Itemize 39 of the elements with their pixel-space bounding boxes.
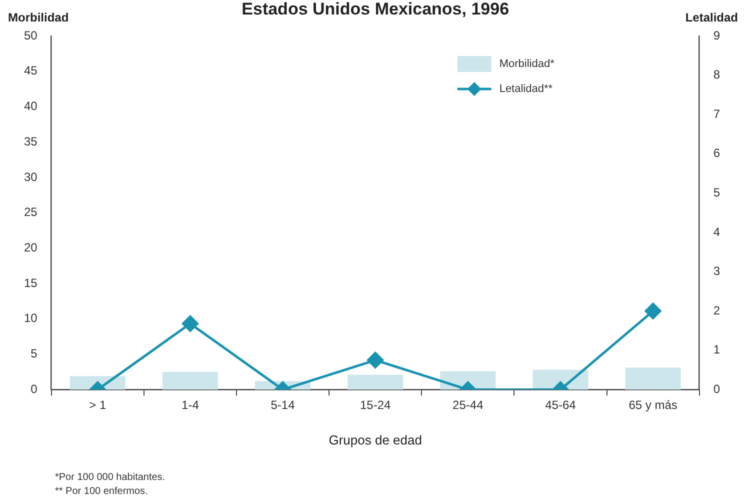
bar xyxy=(162,372,218,390)
x-tick-label: 45-64 xyxy=(545,398,576,412)
x-tick-label: 65 y más xyxy=(628,398,678,412)
y2-tick-label: 3 xyxy=(713,264,720,278)
y2-tick-label: 5 xyxy=(713,185,720,200)
bar xyxy=(625,368,681,390)
x-tick-label: 25-44 xyxy=(452,398,484,412)
chart-title: Estados Unidos Mexicanos, 1996 xyxy=(242,0,510,19)
bar xyxy=(348,374,404,390)
y-tick-label: 35 xyxy=(24,134,38,148)
y-tick-label: 20 xyxy=(24,240,38,254)
y2-tick-label: 4 xyxy=(713,224,720,239)
y-tick-label: 5 xyxy=(30,346,38,361)
y2-tick-label: 9 xyxy=(713,28,720,42)
y-tick-label: 30 xyxy=(24,170,38,184)
y-tick-label: 25 xyxy=(24,205,38,220)
y-tick-label: 45 xyxy=(24,64,38,78)
y2-tick-label: 8 xyxy=(713,68,720,82)
y-tick-label: 10 xyxy=(24,311,38,326)
y-tick-label: 40 xyxy=(24,99,38,114)
legend-label: Letalidad** xyxy=(499,83,554,96)
x-axis-title: Grupos de edad xyxy=(328,432,422,448)
y2-tick-label: 6 xyxy=(713,146,720,160)
y-tick-label: 0 xyxy=(30,382,38,396)
legend-label: Morbilidad* xyxy=(499,58,556,70)
y-tick-label: 15 xyxy=(24,276,38,290)
x-tick-label: 1-4 xyxy=(182,398,200,412)
y2-tick-label: 2 xyxy=(713,303,720,318)
text: ** Por 100 enfermos. xyxy=(55,486,148,497)
y2-axis-title: Letalidad xyxy=(685,10,738,24)
x-tick-label: 5-14 xyxy=(270,398,296,412)
y2-tick-label: 0 xyxy=(713,382,720,396)
y-tick-label: 50 xyxy=(24,28,38,42)
x-tick-label: > 1 xyxy=(89,398,106,412)
text: *Por 100 000 habitantes. xyxy=(55,472,166,483)
y2-tick-label: 7 xyxy=(713,106,720,121)
y-axis-title: Morbilidad xyxy=(8,10,69,24)
x-tick-label: 15-24 xyxy=(360,398,392,412)
y2-tick-label: 1 xyxy=(713,342,720,357)
